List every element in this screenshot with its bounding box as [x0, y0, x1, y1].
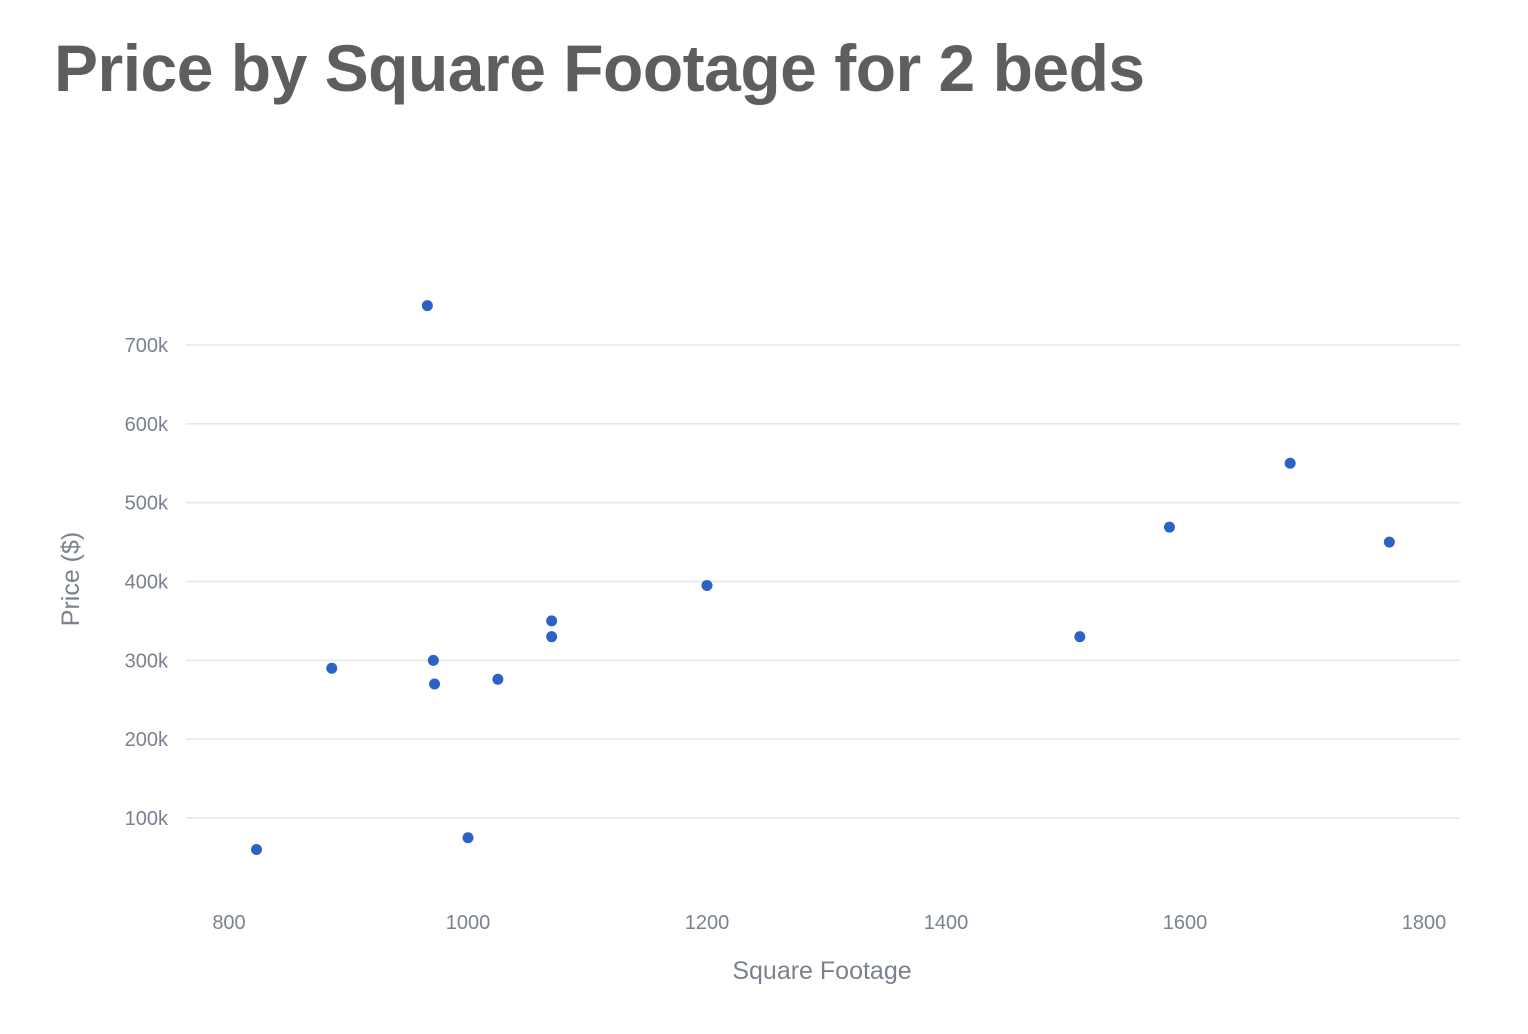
data-point[interactable] [326, 662, 338, 674]
data-point[interactable] [1074, 631, 1086, 643]
data-point[interactable] [1163, 521, 1175, 533]
y-tick-label: 500k [125, 493, 169, 515]
x-tick-label: 1400 [924, 912, 969, 934]
y-axis-label: Price ($) [57, 532, 85, 626]
x-tick-label: 1800 [1402, 912, 1447, 934]
data-point[interactable] [427, 654, 439, 666]
data-point[interactable] [492, 673, 504, 685]
data-point[interactable] [546, 615, 558, 627]
x-tick-label: 1600 [1163, 912, 1208, 934]
y-tick-labels: 100k 200k 300k 400k 500k 600k 700k [125, 335, 169, 830]
data-point[interactable] [462, 832, 474, 844]
data-point[interactable] [701, 579, 713, 591]
y-tick-label: 200k [125, 729, 169, 751]
data-point[interactable] [1284, 457, 1296, 469]
x-tick-labels: 800 1000 1200 1400 1600 1800 [212, 912, 1446, 934]
chart-title: Price by Square Footage for 2 beds [54, 31, 1145, 105]
x-axis-label: Square Footage [732, 957, 911, 985]
x-tick-label: 800 [212, 912, 245, 934]
data-point[interactable] [250, 844, 262, 856]
data-point[interactable] [546, 631, 558, 643]
data-point[interactable] [429, 678, 441, 690]
x-tick-label: 1000 [446, 912, 491, 934]
y-tick-label: 400k [125, 572, 169, 594]
y-tick-label: 100k [125, 808, 169, 830]
grid-lines [186, 344, 1460, 819]
y-tick-label: 300k [125, 650, 169, 672]
data-point[interactable] [1383, 536, 1395, 548]
y-tick-label: 600k [125, 414, 169, 436]
data-points [250, 300, 1395, 856]
x-tick-label: 1200 [685, 912, 730, 934]
y-tick-label: 700k [125, 335, 169, 357]
data-point[interactable] [421, 300, 433, 312]
